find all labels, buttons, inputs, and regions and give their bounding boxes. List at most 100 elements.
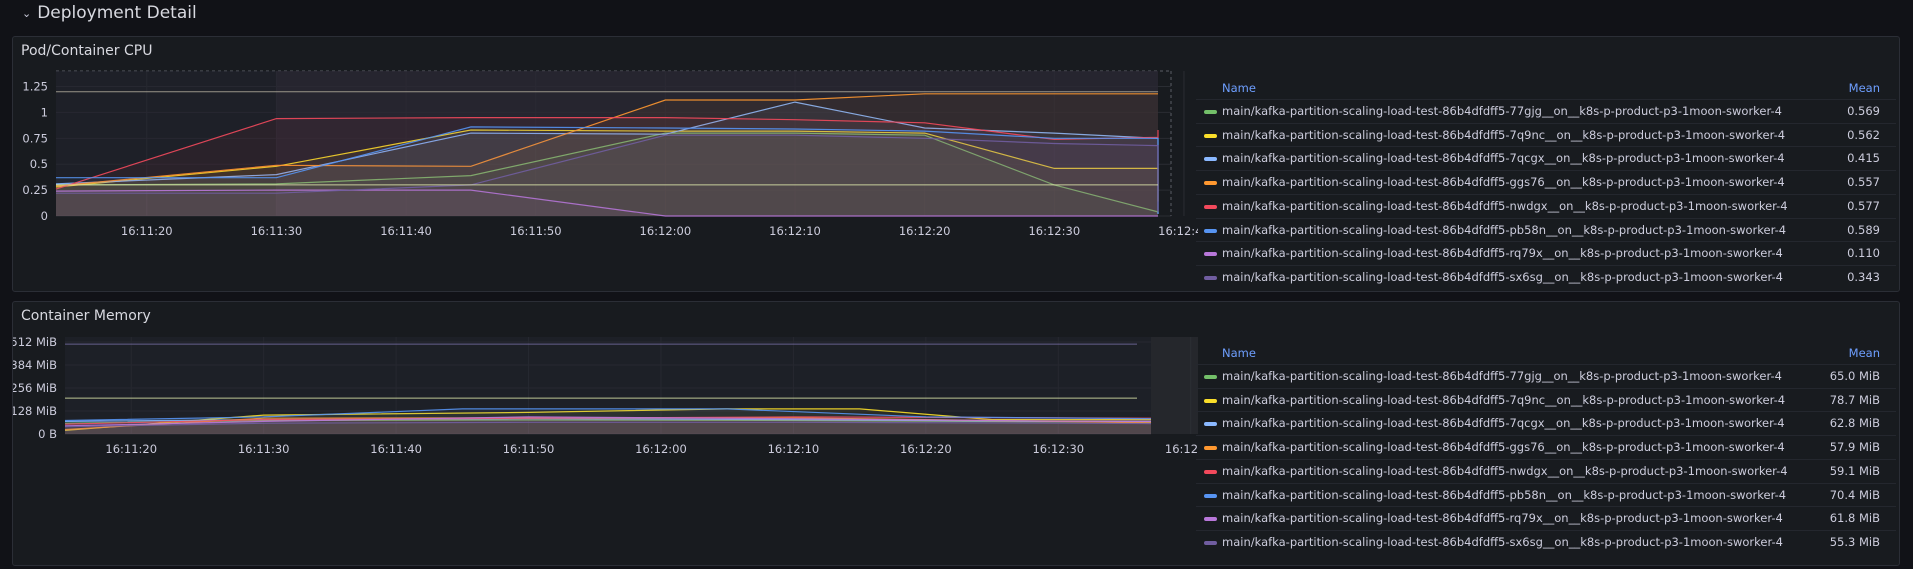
x-tick-label: 16:12:30 xyxy=(1032,442,1084,456)
legend-series-name[interactable]: main/kafka-partition-scaling-load-test-8… xyxy=(1222,392,1786,407)
legend-item[interactable]: main/kafka-partition-scaling-load-test-8… xyxy=(1196,387,1896,412)
row-header[interactable]: ⌄ Deployment Detail xyxy=(22,0,197,26)
legend-item[interactable]: main/kafka-partition-scaling-load-test-8… xyxy=(1196,264,1896,289)
legend-name-header[interactable]: Name xyxy=(1222,346,1256,360)
legend-color-swatch[interactable] xyxy=(1204,493,1217,498)
series-line xyxy=(64,421,1152,428)
legend-series-name[interactable]: main/kafka-partition-scaling-load-test-8… xyxy=(1222,104,1782,118)
legend-color-swatch[interactable] xyxy=(1204,204,1217,209)
cpu-legend: Name Mean main/kafka-partition-scaling-l… xyxy=(1196,77,1896,287)
legend-item[interactable]: main/kafka-partition-scaling-load-test-8… xyxy=(1196,217,1896,242)
x-tick-label: 16:12:40 xyxy=(1158,224,1198,238)
x-tick-label: 16:11:50 xyxy=(510,224,562,238)
legend-mean-header[interactable]: Mean xyxy=(1848,81,1880,95)
legend-series-mean: 57.9 MiB xyxy=(1829,440,1880,455)
legend-item[interactable]: main/kafka-partition-scaling-load-test-8… xyxy=(1196,170,1896,194)
legend-item[interactable]: main/kafka-partition-scaling-load-test-8… xyxy=(1196,146,1896,170)
legend-color-swatch[interactable] xyxy=(1204,540,1217,545)
series-area xyxy=(56,93,1158,216)
legend-series-name[interactable]: main/kafka-partition-scaling-load-test-8… xyxy=(1222,246,1783,261)
legend-header: Name Mean xyxy=(1196,342,1896,364)
series-area xyxy=(56,126,1158,216)
legend-color-swatch[interactable] xyxy=(1204,517,1217,522)
legend-series-mean: 59.1 MiB xyxy=(1829,463,1880,478)
y-tick-label: 0 B xyxy=(38,427,57,441)
x-tick-label: 16:12:00 xyxy=(640,224,692,238)
legend-color-swatch[interactable] xyxy=(1204,181,1217,186)
series-area xyxy=(56,135,1158,216)
legend-series-name[interactable]: main/kafka-partition-scaling-load-test-8… xyxy=(1222,416,1785,431)
legend-color-swatch[interactable] xyxy=(1204,446,1217,451)
series-area xyxy=(65,422,1151,434)
legend-color-swatch[interactable] xyxy=(1204,375,1217,379)
chevron-down-icon[interactable]: ⌄ xyxy=(22,6,32,20)
legend-item[interactable]: main/kafka-partition-scaling-load-test-8… xyxy=(1196,241,1896,265)
y-tick-label: 0.75 xyxy=(22,131,48,145)
legend-series-mean: 0.343 xyxy=(1847,269,1880,284)
legend-item[interactable]: main/kafka-partition-scaling-load-test-8… xyxy=(1196,506,1896,530)
series-area xyxy=(65,417,1151,434)
memory-chart[interactable]: 0 B 128 MiB 256 MiB 384 MiB 512 MiB 16:11:20 1… xyxy=(13,302,1198,567)
series-line xyxy=(56,126,1159,214)
legend-color-swatch[interactable] xyxy=(1204,422,1217,427)
legend-color-swatch[interactable] xyxy=(1204,469,1217,474)
series-line xyxy=(64,416,1152,427)
legend-name-header[interactable]: Name xyxy=(1222,81,1256,95)
panel-title[interactable]: Container Memory xyxy=(21,308,151,324)
y-tick-label: 256 MiB xyxy=(13,381,57,395)
legend-item[interactable]: main/kafka-partition-scaling-load-test-8… xyxy=(1196,99,1896,123)
legend-series-mean: 61.8 MiB xyxy=(1829,511,1880,526)
legend-series-name[interactable]: main/kafka-partition-scaling-load-test-8… xyxy=(1222,151,1785,166)
legend-series-name[interactable]: main/kafka-partition-scaling-load-test-8… xyxy=(1222,511,1783,526)
legend-series-name[interactable]: main/kafka-partition-scaling-load-test-8… xyxy=(1222,440,1785,455)
legend-color-swatch[interactable] xyxy=(1204,110,1217,114)
x-tick-label: 16:11:30 xyxy=(251,224,303,238)
x-tick-label: 16:11:30 xyxy=(238,442,290,456)
legend-mean-header[interactable]: Mean xyxy=(1848,346,1880,360)
cpu-chart[interactable]: 0 0.25 0.5 0.75 1 1.25 16:11:20 16:11:30 16:11:4… xyxy=(13,37,1198,293)
legend-series-name[interactable]: main/kafka-partition-scaling-load-test-8… xyxy=(1222,487,1787,502)
y-tick-label: 128 MiB xyxy=(13,404,57,418)
legend-item[interactable]: main/kafka-partition-scaling-load-test-8… xyxy=(1196,364,1896,388)
legend-item[interactable]: main/kafka-partition-scaling-load-test-8… xyxy=(1196,122,1896,147)
legend-item[interactable]: main/kafka-partition-scaling-load-test-8… xyxy=(1196,193,1896,218)
legend-series-mean: 55.3 MiB xyxy=(1829,534,1880,549)
x-tick-label: 16:12:10 xyxy=(768,442,820,456)
memory-legend: Name Mean main/kafka-partition-scaling-l… xyxy=(1196,342,1896,562)
legend-item[interactable]: main/kafka-partition-scaling-load-test-8… xyxy=(1196,458,1896,483)
legend-color-swatch[interactable] xyxy=(1204,228,1217,233)
series-area xyxy=(56,190,1158,216)
legend-item[interactable]: main/kafka-partition-scaling-load-test-8… xyxy=(1196,529,1896,554)
legend-series-name[interactable]: main/kafka-partition-scaling-load-test-8… xyxy=(1222,175,1785,190)
y-tick-label: 1.25 xyxy=(22,80,48,94)
legend-series-name[interactable]: main/kafka-partition-scaling-load-test-8… xyxy=(1222,127,1786,142)
legend-color-swatch[interactable] xyxy=(1204,275,1217,280)
legend-color-swatch[interactable] xyxy=(1204,252,1217,257)
legend-series-name[interactable]: main/kafka-partition-scaling-load-test-8… xyxy=(1222,534,1783,549)
x-tick-label: 16:12:10 xyxy=(769,224,821,238)
legend-series-name[interactable]: main/kafka-partition-scaling-load-test-8… xyxy=(1222,198,1788,213)
series-line xyxy=(56,134,1159,212)
series-area xyxy=(56,133,1158,216)
legend-series-mean: 0.569 xyxy=(1847,104,1880,118)
legend-item[interactable]: main/kafka-partition-scaling-load-test-8… xyxy=(1196,411,1896,435)
legend-item[interactable]: main/kafka-partition-scaling-load-test-8… xyxy=(1196,482,1896,507)
legend-item[interactable]: main/kafka-partition-scaling-load-test-8… xyxy=(1196,435,1896,459)
legend-series-name[interactable]: main/kafka-partition-scaling-load-test-8… xyxy=(1222,369,1782,383)
legend-color-swatch[interactable] xyxy=(1204,157,1217,162)
legend-series-mean: 0.557 xyxy=(1847,175,1880,190)
panel-title[interactable]: Pod/Container CPU xyxy=(21,43,153,59)
legend-series-name[interactable]: main/kafka-partition-scaling-load-test-8… xyxy=(1222,269,1783,284)
cpu-panel: Pod/Container CPU 0 0.25 0.5 0.75 1 1.25 16:11… xyxy=(12,36,1900,292)
x-tick-label: 16:12:20 xyxy=(900,442,952,456)
legend-color-swatch[interactable] xyxy=(1204,133,1217,138)
y-tick-label: 0.5 xyxy=(30,157,48,171)
legend-series-name[interactable]: main/kafka-partition-scaling-load-test-8… xyxy=(1222,222,1787,237)
y-tick-label: 1 xyxy=(41,105,48,119)
legend-series-mean: 0.415 xyxy=(1847,151,1880,166)
legend-series-mean: 65.0 MiB xyxy=(1829,369,1880,383)
legend-series-name[interactable]: main/kafka-partition-scaling-load-test-8… xyxy=(1222,463,1788,478)
legend-color-swatch[interactable] xyxy=(1204,398,1217,403)
x-tick-label: 16:11:20 xyxy=(121,224,173,238)
plot-area: 0 0.25 0.5 0.75 1 1.25 16:11:20 16:11:30 16:11:4… xyxy=(22,70,1198,238)
